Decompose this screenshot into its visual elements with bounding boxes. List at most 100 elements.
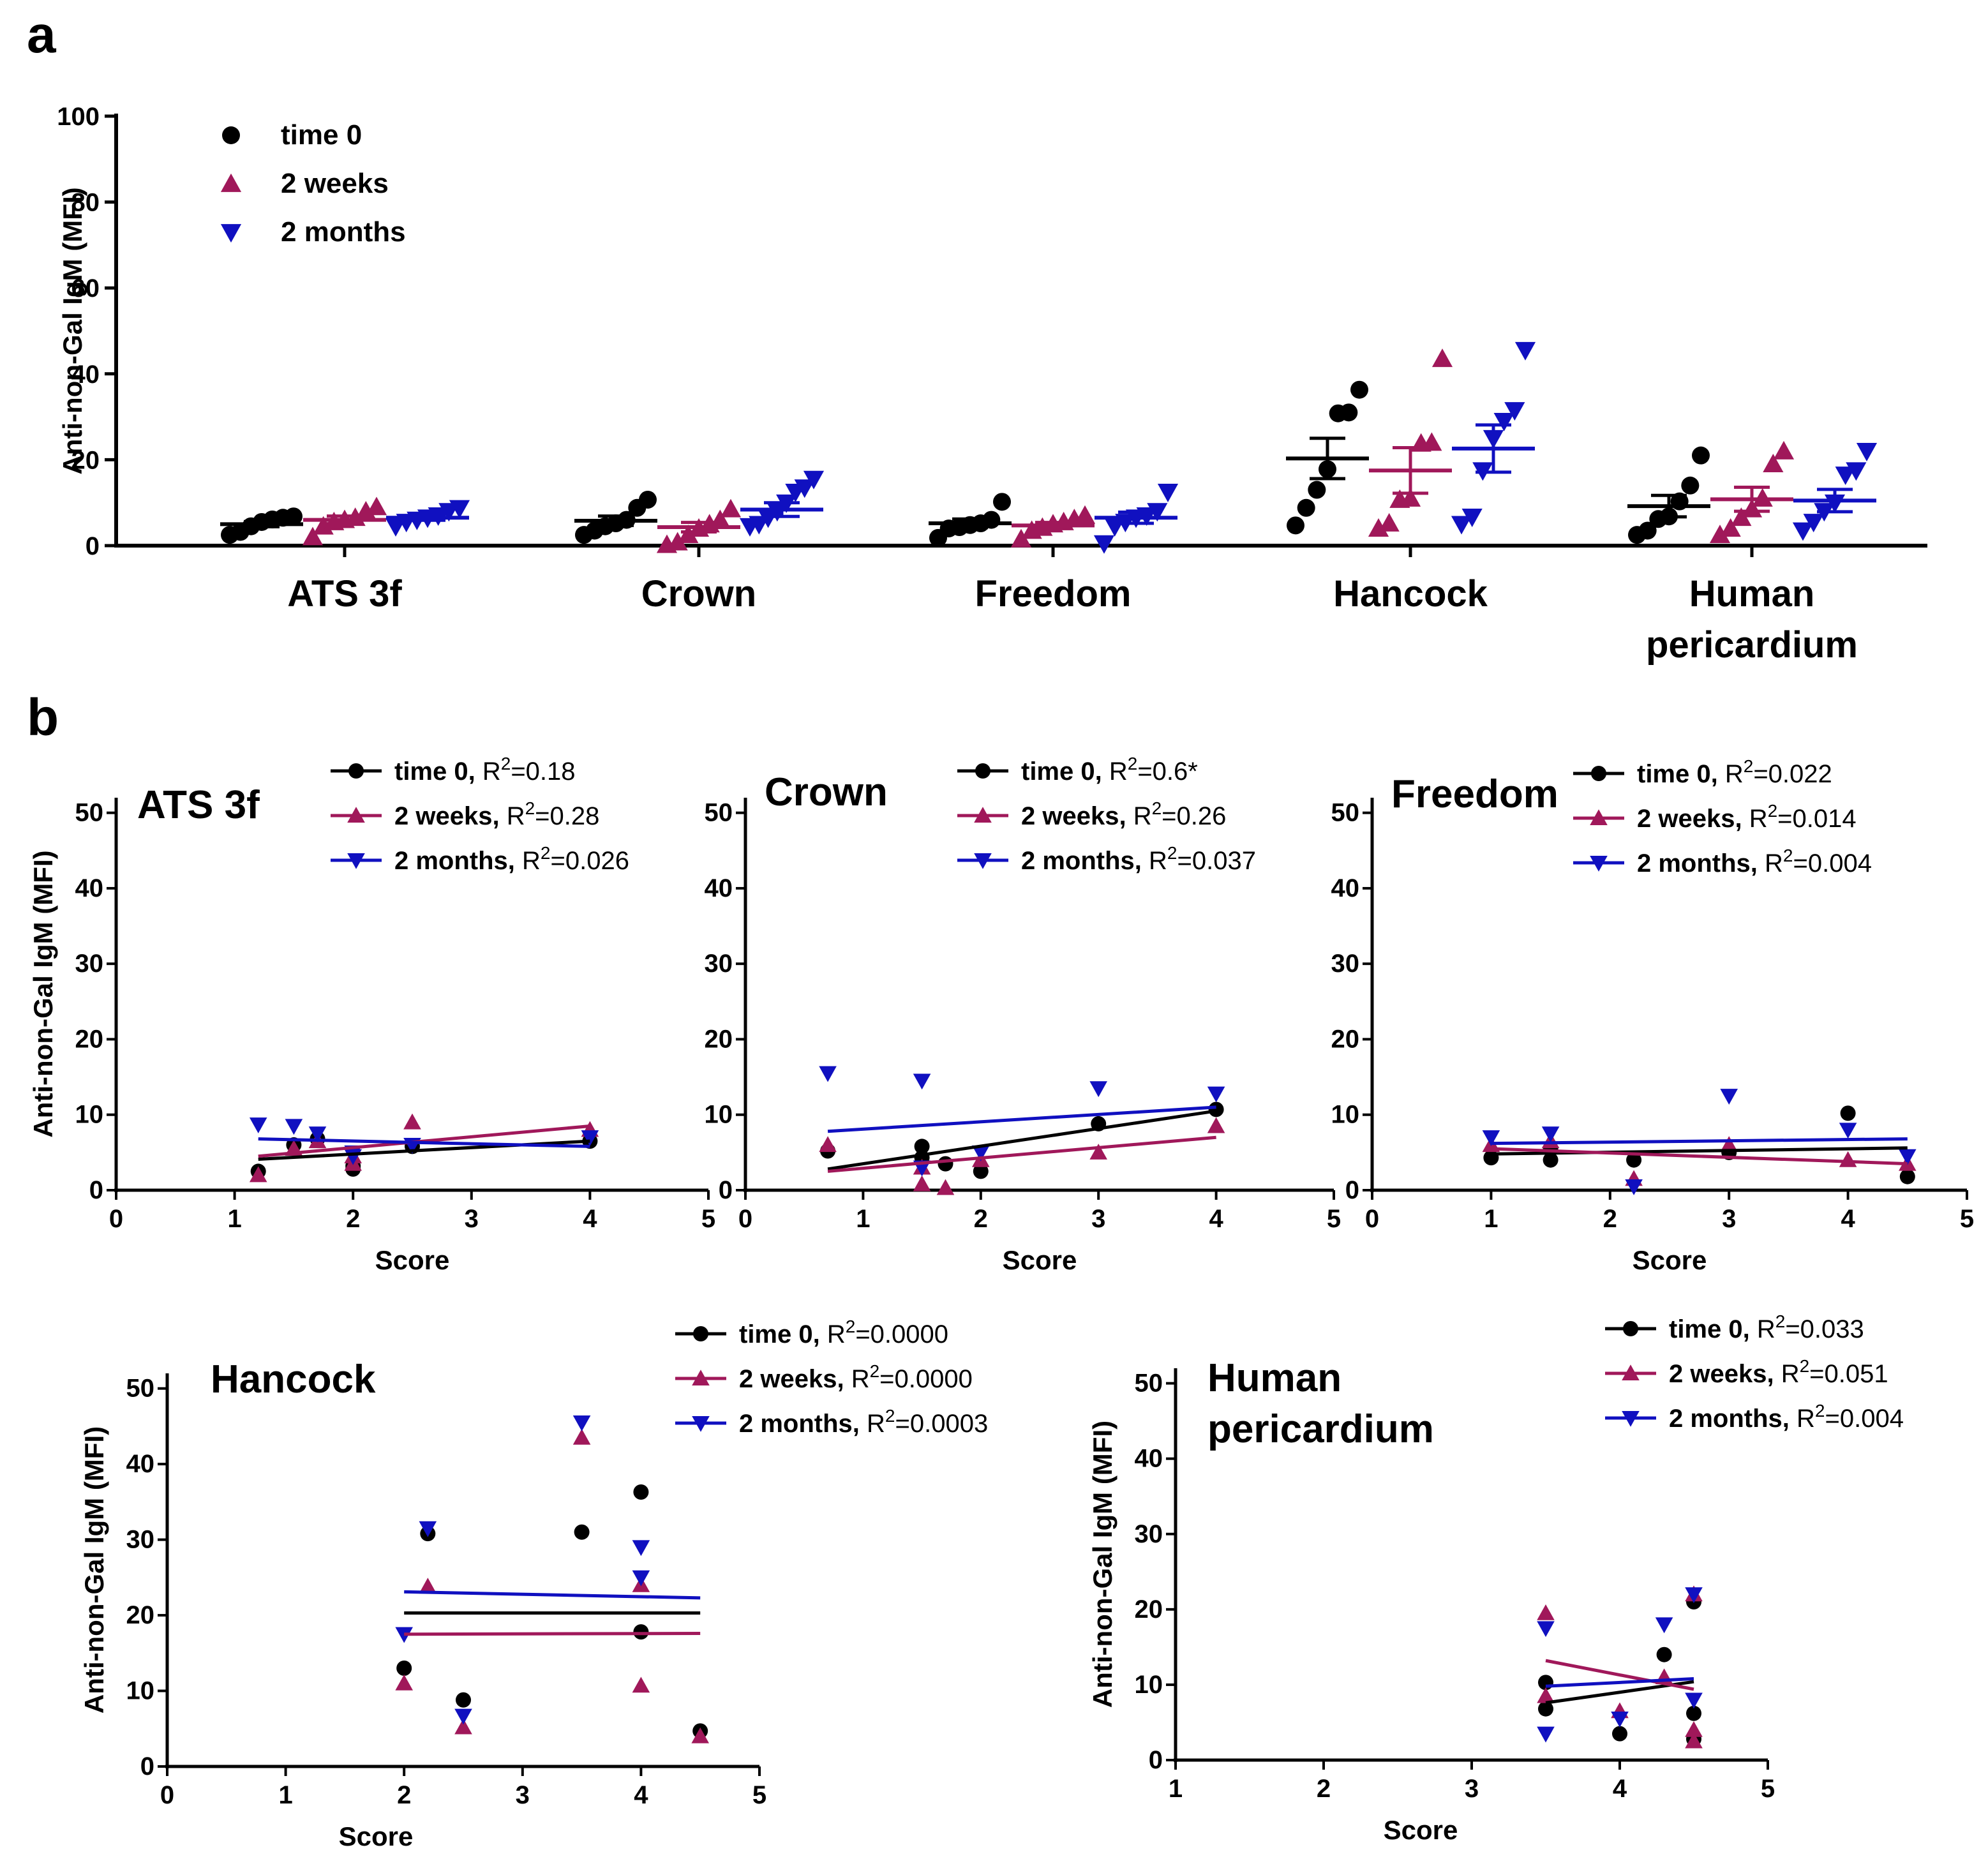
data-point — [632, 1676, 650, 1693]
y-tick-label: 40 — [1135, 1445, 1163, 1473]
legend-marker — [974, 853, 992, 869]
x-tick-label: 1 — [278, 1781, 292, 1809]
data-point — [1461, 509, 1483, 528]
x-tick-label: 3 — [1465, 1775, 1479, 1803]
data-point — [1792, 522, 1814, 541]
data-point — [249, 1166, 267, 1183]
legend-label: time 0, R2=0.022 — [1637, 756, 1832, 788]
legend-marker — [693, 1326, 708, 1341]
data-point — [1147, 503, 1168, 522]
y-tick-label: 20 — [126, 1601, 155, 1629]
data-point — [632, 1540, 650, 1557]
x-tick-label: 4 — [583, 1205, 597, 1233]
data-point — [1350, 380, 1368, 399]
data-point — [993, 493, 1011, 511]
data-point — [1720, 1136, 1738, 1153]
data-point — [1685, 1721, 1703, 1737]
y-tick-label: 10 — [75, 1101, 104, 1129]
x-tick-label: 1 — [227, 1205, 241, 1233]
panel-title: pericardium — [1207, 1407, 1434, 1451]
data-point — [794, 479, 815, 498]
data-point — [1537, 1687, 1555, 1703]
x-tick-label: 5 — [752, 1781, 766, 1809]
legend-label: time 0, R2=0.6* — [1021, 754, 1198, 786]
y-tick-label: 30 — [126, 1526, 155, 1554]
x-tick-label: 3 — [465, 1205, 479, 1233]
data-point — [581, 1130, 599, 1147]
data-point — [1803, 514, 1824, 533]
legend-marker — [1623, 1321, 1638, 1336]
data-point — [456, 1692, 471, 1708]
y-tick-label: 40 — [1331, 874, 1360, 902]
legend-marker — [220, 173, 242, 192]
x-tick-label: 2 — [974, 1205, 988, 1233]
y-tick-label: 40 — [75, 874, 104, 902]
data-point — [1655, 1617, 1673, 1634]
fit-line — [827, 1109, 1216, 1171]
y-tick-label: 0 — [89, 1176, 103, 1204]
y-tick-label: 50 — [1135, 1370, 1163, 1398]
fit-line — [827, 1105, 1216, 1133]
panel-title: Hancock — [211, 1357, 376, 1401]
y-tick-label: 20 — [1135, 1595, 1163, 1624]
legend-marker — [347, 807, 365, 823]
y-tick-label: 80 — [71, 189, 100, 217]
x-axis-title: Score — [339, 1821, 414, 1851]
data-point — [454, 1718, 472, 1735]
data-point — [633, 1624, 649, 1640]
data-point — [1846, 462, 1867, 481]
data-point — [973, 1163, 989, 1179]
data-point — [1611, 1712, 1629, 1728]
y-tick-label: 0 — [1345, 1176, 1359, 1204]
data-point — [385, 518, 407, 537]
data-point — [1899, 1168, 1915, 1184]
data-point — [1308, 481, 1326, 499]
legend-marker — [1590, 809, 1608, 826]
data-point — [1899, 1149, 1917, 1165]
x-tick-label: 5 — [1960, 1205, 1974, 1233]
data-point — [572, 1428, 591, 1445]
y-tick-label: 50 — [126, 1375, 155, 1403]
fit-line — [827, 1135, 1216, 1173]
data-point — [1685, 1587, 1703, 1604]
panel-a-letter: a — [27, 6, 57, 64]
x-tick-label: 5 — [701, 1205, 715, 1233]
legend-marker — [347, 853, 365, 869]
data-point — [720, 498, 742, 518]
data-point — [803, 470, 825, 489]
legend-label: 2 weeks, R2=0.28 — [394, 798, 599, 830]
legend-label: time 0 — [281, 119, 362, 151]
data-point — [819, 1136, 837, 1153]
legend-label: 2 months, R2=0.004 — [1637, 846, 1872, 877]
category-label: Human — [1689, 573, 1815, 615]
data-point — [678, 525, 699, 544]
data-point — [1537, 1621, 1555, 1638]
y-tick-label: 100 — [57, 103, 100, 131]
legend-label: time 0, R2=0.18 — [394, 754, 576, 786]
data-point — [395, 1627, 413, 1643]
legend-label: 2 months, R2=0.004 — [1669, 1401, 1904, 1433]
x-tick-label: 2 — [1603, 1205, 1617, 1233]
panel-b-ats3f-chart: 0 10 20 30 40 50 0 1 2 3 4 5 Score Anti-non-Gal IgM (… — [28, 754, 715, 1275]
legend-marker — [692, 1370, 710, 1386]
fit-line — [404, 1590, 701, 1600]
legend-label: 2 weeks — [281, 168, 389, 199]
x-tick-label: 3 — [1722, 1205, 1736, 1233]
data-point — [913, 1175, 931, 1191]
data-point — [1720, 518, 1741, 537]
data-point — [285, 507, 303, 526]
data-point — [1538, 1701, 1553, 1717]
y-axis-title: Anti-non-Gal IgM (MFI) — [1087, 1421, 1117, 1708]
panel-b-freedom-chart: 0 10 20 30 40 50 0 1 2 3 4 5 Score Freedom time 0, R2=… — [1331, 756, 1975, 1275]
data-point — [1543, 1152, 1558, 1168]
data-point — [1612, 1726, 1627, 1742]
y-tick-label: 40 — [126, 1450, 155, 1478]
x-tick-label: 4 — [1841, 1205, 1855, 1233]
data-point — [1089, 1144, 1107, 1160]
y-tick-label: 50 — [705, 799, 733, 827]
data-point — [1493, 412, 1514, 431]
data-point — [1537, 1604, 1555, 1620]
x-axis-title: Score — [1633, 1245, 1707, 1275]
data-point — [1379, 512, 1400, 532]
data-point — [1626, 1152, 1642, 1168]
